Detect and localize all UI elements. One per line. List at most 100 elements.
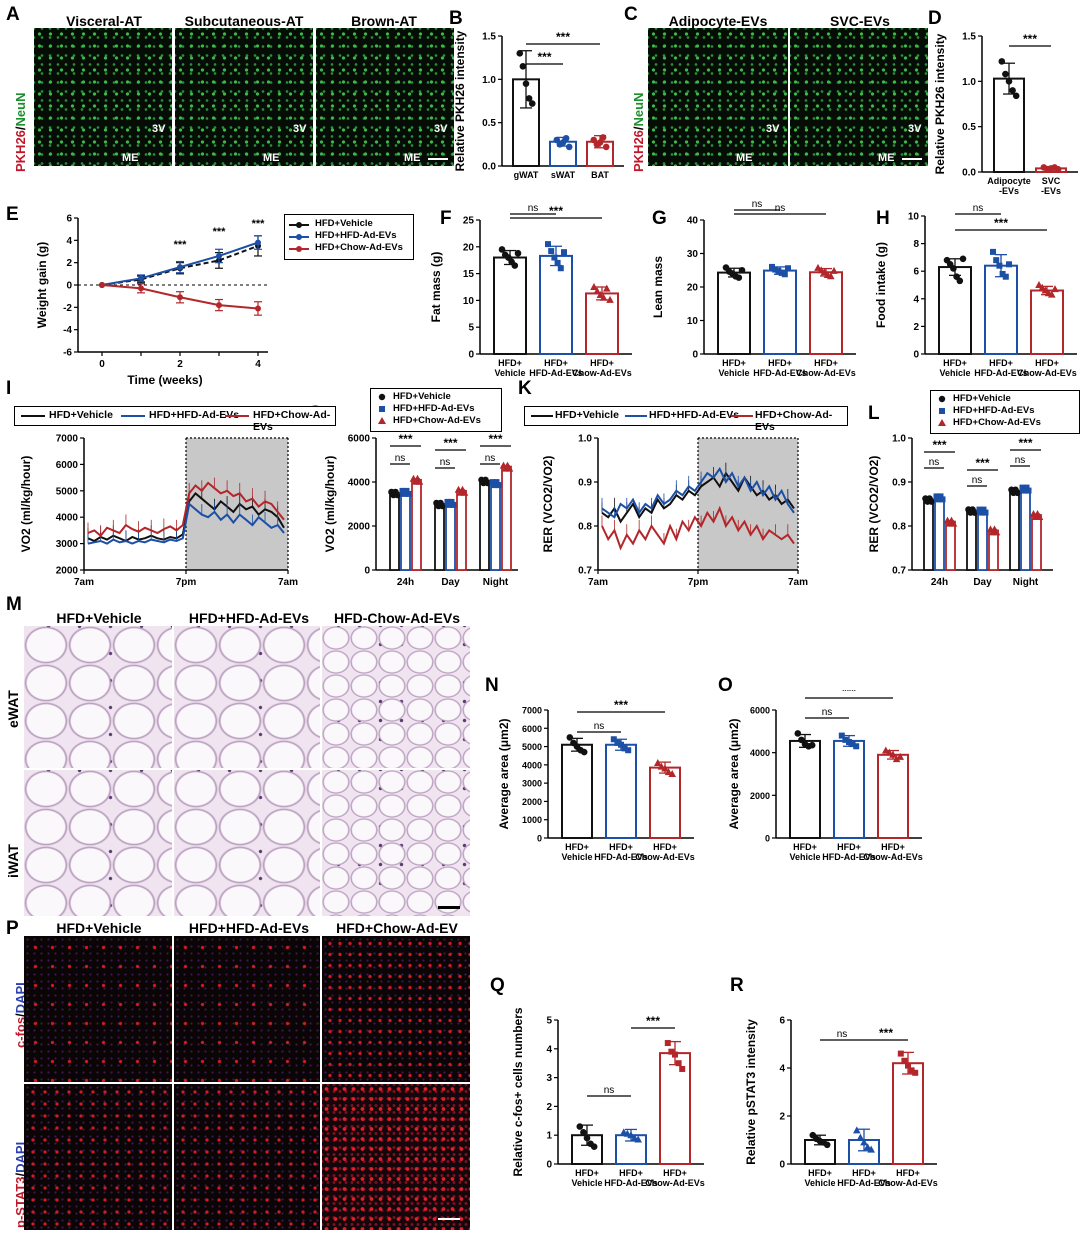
bar bbox=[809, 271, 843, 355]
panel-label-b: B bbox=[449, 8, 463, 29]
legend-g2-markers bbox=[378, 393, 386, 424]
y-tick-label: 0.9 bbox=[578, 478, 592, 489]
data-point bbox=[460, 488, 469, 496]
data-point bbox=[439, 502, 446, 510]
y-axis-label: Average area (μm2) bbox=[727, 719, 741, 830]
panel-a-title-visceral: Visceral-AT bbox=[66, 13, 142, 29]
data-point bbox=[1051, 285, 1059, 293]
data-point bbox=[896, 752, 904, 760]
data-point bbox=[495, 482, 502, 489]
fluorescence-cfos-hfd bbox=[174, 936, 320, 1082]
data-point bbox=[990, 248, 996, 255]
data-point bbox=[625, 747, 632, 754]
label-3v: 3V bbox=[434, 123, 448, 135]
data-point bbox=[772, 266, 779, 273]
y-tick-label: 0.8 bbox=[892, 522, 906, 533]
y-axis-label: Relative pSTAT3 intensity bbox=[744, 1019, 758, 1165]
x-axis-label: Time (weeks) bbox=[127, 373, 202, 387]
significance-label: *** bbox=[443, 436, 457, 450]
x-category-label: HFD+ bbox=[565, 842, 589, 852]
y-tick-label: 0.7 bbox=[578, 566, 592, 577]
y-tick-label: 0 bbox=[468, 350, 474, 361]
chart-h: Food intake (g)0246810HFD+VehicleHFD+HFD… bbox=[874, 203, 1077, 378]
x-tick-label: 0 bbox=[99, 359, 105, 370]
bar bbox=[434, 503, 445, 571]
x-category-label: Night bbox=[483, 577, 509, 588]
y-tick-label: 1.0 bbox=[578, 434, 592, 445]
data-point bbox=[863, 1143, 872, 1151]
y-tick-label: 10 bbox=[908, 212, 920, 223]
panel-a-title-brown: Brown-AT bbox=[351, 13, 417, 29]
x-category-label: Vehicle bbox=[494, 368, 525, 378]
y-axis-label: VO2 (ml/kg/hour) bbox=[323, 456, 337, 553]
data-point bbox=[993, 257, 1000, 264]
data-point bbox=[849, 741, 856, 748]
data-point bbox=[548, 248, 555, 255]
y-axis-label: Food intake (g) bbox=[874, 242, 888, 328]
x-category-label: HFD+ bbox=[1035, 358, 1059, 368]
chart-l: RER (VCO2/VO2) 0.7 0.8 0.9 1.0 24h ns *** Day ns *… bbox=[867, 434, 1053, 588]
legend-i-item-chow: HFD+Chow-Ad-EVs bbox=[253, 409, 331, 433]
y-tick-label: 1 bbox=[546, 1131, 552, 1142]
y-tick-label: 4000 bbox=[348, 478, 371, 489]
chart-o: Average area (μm2)0200040006000HFD+Vehic… bbox=[727, 690, 923, 862]
label-me: ME bbox=[263, 152, 280, 164]
y-axis-label: Fat mass (g) bbox=[429, 252, 443, 323]
significance-label: ns bbox=[528, 203, 539, 214]
y-tick-label: 4 bbox=[913, 294, 919, 305]
x-category-label: HFD+ bbox=[575, 1168, 599, 1178]
y-tick-label: 2 bbox=[913, 322, 919, 333]
bar bbox=[479, 480, 490, 571]
data-point bbox=[778, 269, 785, 276]
panel-label-a: A bbox=[6, 4, 20, 25]
x-category-label: HFD+ bbox=[852, 1168, 876, 1178]
data-point bbox=[882, 746, 890, 754]
data-point bbox=[1025, 487, 1032, 494]
x-category-label: HFD-Ad-EVs bbox=[604, 1178, 658, 1188]
chart-i: VO2 (ml/kg/hour) 2000 3000 4000 5000 6000 7000… bbox=[19, 434, 298, 589]
panel-m-title-hfd: HFD+HFD-Ad-EVs bbox=[188, 610, 310, 626]
panel-label-e: E bbox=[6, 204, 19, 225]
x-category-label: HFD-Ad-EVs bbox=[822, 852, 876, 862]
y-tick-label: 0.9 bbox=[892, 478, 906, 489]
panel-label-k: K bbox=[518, 378, 532, 399]
x-category-label: HFD+ bbox=[544, 358, 568, 368]
data-point bbox=[668, 1048, 675, 1055]
data-point bbox=[668, 770, 676, 777]
data-point bbox=[528, 100, 536, 107]
fluorescence-pstat3-chow bbox=[322, 1084, 470, 1230]
bar bbox=[561, 743, 593, 839]
panel-c-stain-label: PKH26/NeuN bbox=[631, 92, 646, 173]
y-tick-label: -4 bbox=[63, 325, 72, 336]
x-category-label: Chow-Ad-EVs bbox=[1017, 368, 1077, 378]
data-point bbox=[1014, 489, 1021, 497]
panel-label-g1: G bbox=[652, 208, 667, 229]
label-me: ME bbox=[404, 152, 421, 164]
data-point bbox=[614, 739, 621, 746]
y-tick-label: 3000 bbox=[56, 539, 79, 550]
y-tick-label: 4000 bbox=[56, 513, 79, 524]
data-point bbox=[738, 266, 746, 274]
bar bbox=[1030, 289, 1064, 355]
data-point bbox=[505, 464, 514, 472]
micrograph-svc-evs: 3V ME bbox=[790, 28, 928, 166]
data-point bbox=[415, 477, 424, 485]
x-category-label: HFD+ bbox=[722, 358, 746, 368]
micrograph-brown-at: 3V ME bbox=[316, 28, 454, 166]
chart-g2: VO2 (ml/kg/hour) 0 2000 4000 6000 24h ns *** Day… bbox=[323, 432, 518, 588]
x-category-label: HFD-Ad-EVs bbox=[594, 852, 648, 862]
x-category-label: HFD+ bbox=[619, 1168, 643, 1178]
x-category-label: sWAT bbox=[551, 170, 576, 180]
significance-label: ns bbox=[973, 203, 984, 214]
panel-label-p: P bbox=[6, 918, 19, 939]
x-category-label: BAT bbox=[591, 170, 609, 180]
significance-label: *** bbox=[1018, 436, 1032, 450]
data-point bbox=[905, 1062, 911, 1069]
x-category-label: HFD+ bbox=[881, 842, 905, 852]
chart-b: Relative PKH26 intensity 0.0 0.5 1.0 1.5 gWAT… bbox=[453, 30, 624, 180]
legend-k-item-chow: HFD+Chow-Ad-EVs bbox=[755, 409, 833, 433]
y-tick-label: 2000 bbox=[750, 791, 770, 801]
data-point bbox=[928, 498, 935, 505]
bar bbox=[833, 739, 865, 839]
significance-label: *** bbox=[556, 30, 570, 44]
